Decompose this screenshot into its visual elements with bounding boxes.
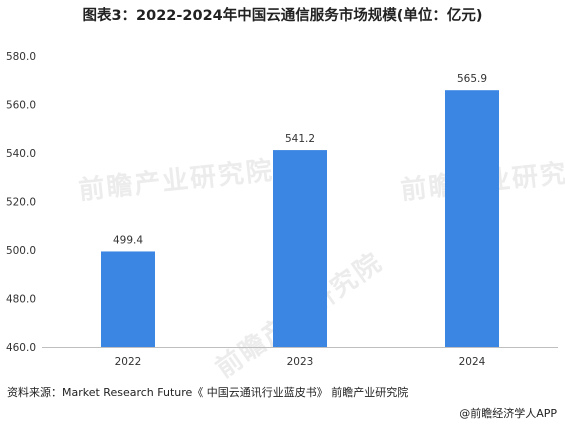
y-tick-label: 580.0 [6, 51, 36, 63]
bar-value-label: 541.2 [285, 133, 315, 145]
bar-2024 [445, 90, 499, 347]
x-tick-label: 2022 [115, 356, 142, 368]
y-axis: 460.0 480.0 500.0 520.0 540.0 560.0 580.0 [6, 51, 36, 354]
y-tick-label: 480.0 [6, 294, 36, 306]
x-tick-label: 2024 [459, 356, 486, 368]
bar-2023 [273, 150, 327, 347]
bar-value-label: 565.9 [457, 73, 487, 85]
x-tick-label: 2023 [287, 356, 314, 368]
bar-2022 [101, 251, 155, 347]
y-tick-label: 560.0 [6, 100, 36, 112]
y-tick-label: 540.0 [6, 148, 36, 160]
y-tick-label: 500.0 [6, 245, 36, 257]
bars: 499.4 541.2 565.9 [101, 73, 499, 347]
bar-value-label: 499.4 [113, 234, 143, 246]
y-tick-label: 520.0 [6, 197, 36, 209]
x-axis: 2022 2023 2024 [115, 356, 486, 368]
y-tick-label: 460.0 [6, 342, 36, 354]
chart-title: 图表3：2022-2024年中国云通信服务市场规模(单位：亿元) [82, 8, 483, 24]
source-note: 资料来源：Market Research Future《 中国云通讯行业蓝皮书》… [7, 386, 409, 399]
credit-note: @前瞻经济学人APP [459, 407, 557, 420]
